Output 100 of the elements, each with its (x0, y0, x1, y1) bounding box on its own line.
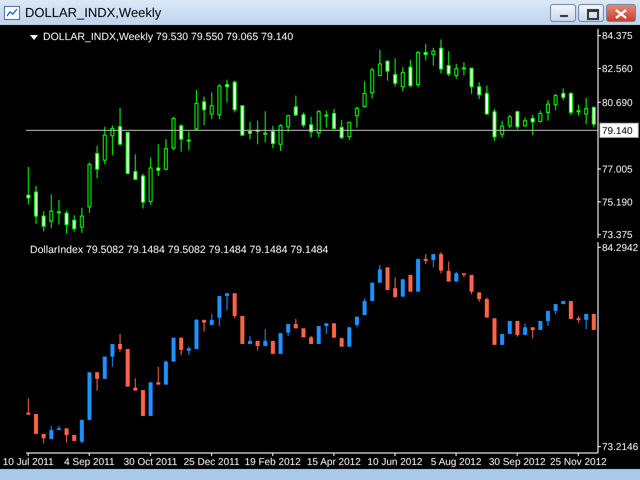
x-tick-label: 30 Oct 2011 (124, 457, 178, 468)
candlestick (278, 332, 283, 354)
candlestick (561, 88, 566, 101)
x-tick-label: 10 Jun 2012 (367, 457, 423, 468)
y-tick-label: 84.375 (602, 31, 634, 42)
candlestick (202, 96, 206, 126)
candlestick (538, 110, 542, 123)
candlestick (110, 124, 114, 156)
y-tick-label: 77.005 (602, 164, 634, 176)
candlestick (515, 110, 520, 130)
candlestick (95, 372, 100, 392)
candlestick (316, 110, 321, 138)
candlestick (118, 108, 122, 146)
candlestick (278, 124, 283, 152)
candlestick (568, 92, 573, 116)
x-tick-label: 5 Aug 2012 (430, 457, 482, 468)
x-tick-label: 25 Dec 2011 (184, 457, 240, 468)
candlestick (49, 194, 54, 228)
candlestick (431, 47, 436, 66)
candlestick (102, 356, 107, 380)
chart-title: DollarIndex 79.5082 79.1484 79.5082 79.1484 79.1484 79.1484 (30, 244, 328, 256)
candlestick (424, 43, 428, 61)
candlestick (270, 340, 275, 354)
candlestick (424, 254, 428, 264)
y-tick-label: 73.2146 (602, 442, 639, 454)
candlestick (301, 112, 306, 128)
candlestick (438, 252, 443, 274)
candlestick (179, 337, 184, 356)
candlestick (500, 120, 504, 138)
candlestick (72, 214, 76, 232)
y-tick-label: 75.190 (602, 197, 634, 208)
candlestick (316, 326, 321, 344)
candlestick (508, 320, 512, 334)
candlestick (270, 125, 275, 149)
candlestick (393, 58, 398, 87)
candlestick (156, 144, 160, 176)
candlestick (438, 38, 443, 74)
candlestick (370, 67, 374, 99)
y-tick-label: 80.690 (602, 98, 634, 109)
candlestick (164, 360, 168, 386)
candlestick (80, 419, 84, 444)
candlestick (225, 79, 230, 103)
candlestick (546, 310, 550, 327)
candlestick (477, 82, 482, 100)
candlestick (354, 316, 359, 328)
candlestick (26, 398, 30, 416)
candlestick (592, 313, 596, 330)
candlestick (118, 333, 122, 352)
chart-title: DOLLAR_INDX,Weekly (25, 5, 162, 20)
candlestick (133, 378, 138, 392)
x-tick-label: 10 Jul 2011 (2, 457, 54, 468)
candlestick (584, 313, 588, 330)
candlestick (446, 261, 451, 282)
candlestick (172, 337, 176, 362)
candlestick (484, 85, 489, 116)
candlestick (568, 301, 573, 319)
candlestick (248, 121, 252, 140)
candlestick (186, 130, 191, 151)
candlestick (408, 59, 412, 88)
candlestick (179, 124, 184, 152)
candlestick (470, 274, 474, 295)
candlestick (370, 282, 374, 302)
candlestick (217, 295, 222, 327)
candlestick (263, 328, 268, 346)
y-tick-label: 82.560 (602, 64, 634, 75)
x-tick-label: 4 Sep 2011 (64, 457, 115, 468)
ref-line-label: 79.140 (602, 126, 634, 137)
candlestick (263, 110, 268, 143)
candlestick (42, 210, 46, 232)
y-tick-label: 84.2942 (602, 242, 639, 254)
candlestick (110, 343, 114, 368)
x-tick-label: 25 Nov 2012 (550, 457, 608, 468)
candlestick (362, 298, 367, 316)
candlestick (530, 114, 535, 136)
candlestick (26, 166, 30, 206)
candlestick (294, 95, 298, 116)
candlestick (484, 297, 489, 318)
candlestick (64, 428, 69, 444)
candlestick (515, 320, 520, 338)
candlestick (446, 50, 451, 77)
candlestick (393, 277, 398, 298)
candlestick (80, 207, 84, 234)
candlestick (546, 100, 550, 122)
candlestick (554, 93, 558, 111)
candlestick (470, 67, 474, 94)
candlestick (210, 313, 214, 326)
candlestick (309, 116, 314, 138)
candlestick (378, 264, 382, 284)
candlestick (64, 210, 69, 234)
candlestick (164, 138, 168, 171)
candlestick (554, 304, 558, 314)
candlestick (294, 318, 298, 329)
y-tick-label: 73.375 (602, 230, 634, 242)
candlestick (324, 110, 328, 128)
candlestick (400, 278, 405, 298)
candlestick (454, 63, 458, 80)
candlestick (232, 292, 237, 319)
candlestick (286, 324, 290, 336)
candlestick (508, 114, 512, 129)
candlestick (431, 254, 436, 268)
